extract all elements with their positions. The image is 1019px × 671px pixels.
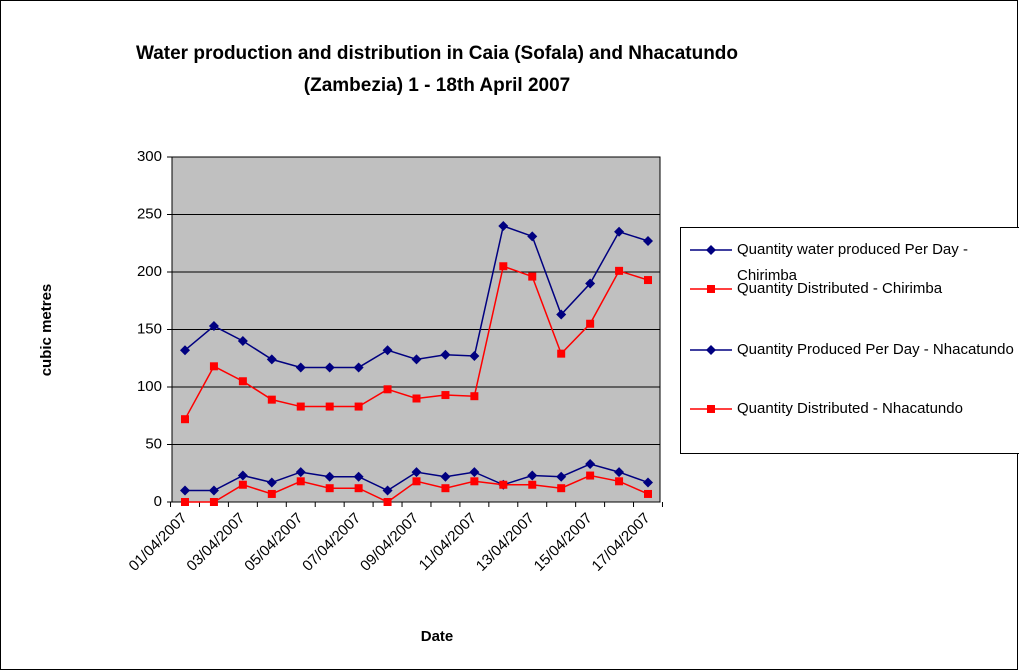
- legend-label: Quantity Distributed - Nhacatundo: [737, 400, 963, 417]
- marker: [528, 480, 537, 489]
- marker: [707, 405, 715, 413]
- marker: [441, 391, 450, 400]
- marker: [528, 272, 537, 281]
- marker: [470, 392, 479, 401]
- marker: [238, 480, 247, 489]
- marker: [181, 498, 189, 506]
- marker: [706, 345, 716, 355]
- marker: [208, 321, 219, 332]
- marker: [353, 471, 364, 482]
- y-tick-label: 50: [145, 435, 162, 452]
- marker: [354, 484, 363, 493]
- marker: [237, 470, 248, 481]
- marker: [440, 471, 451, 482]
- marker: [382, 345, 393, 356]
- marker: [382, 485, 393, 496]
- marker: [470, 477, 479, 486]
- marker: [325, 484, 334, 493]
- marker: [557, 484, 566, 493]
- marker: [527, 231, 538, 242]
- marker: [237, 336, 248, 346]
- marker: [614, 226, 625, 237]
- marker: [266, 354, 277, 365]
- marker: [412, 477, 421, 486]
- marker: [706, 245, 716, 255]
- marker: [441, 484, 450, 493]
- y-tick-label: 100: [137, 378, 162, 395]
- y-axis-title: cubic metres: [38, 284, 55, 377]
- y-tick-label: 150: [137, 320, 162, 337]
- marker: [295, 362, 306, 373]
- marker: [324, 362, 335, 373]
- marker: [644, 276, 652, 285]
- marker: [209, 498, 218, 506]
- marker: [267, 489, 276, 498]
- marker: [296, 477, 305, 486]
- marker: [707, 285, 715, 293]
- marker: [411, 467, 422, 478]
- marker: [354, 402, 363, 411]
- marker: [585, 459, 596, 470]
- marker: [180, 485, 190, 496]
- y-tick-label: 300: [137, 148, 162, 165]
- marker: [644, 489, 652, 498]
- marker: [643, 477, 653, 488]
- marker: [469, 350, 480, 361]
- chart-title: Water production and distribution in Cai…: [135, 43, 739, 96]
- marker: [208, 485, 219, 496]
- marker: [440, 349, 451, 360]
- marker: [181, 415, 189, 424]
- legend-label: Quantity Produced Per Day - Nhacatundo: [737, 341, 1014, 358]
- marker: [325, 402, 334, 411]
- marker: [266, 477, 277, 488]
- marker: [586, 471, 595, 480]
- marker: [295, 467, 306, 478]
- marker: [556, 471, 567, 482]
- marker: [527, 470, 538, 481]
- y-tick-label: 0: [154, 493, 162, 510]
- marker: [585, 278, 596, 289]
- marker: [324, 471, 335, 482]
- marker: [499, 480, 508, 489]
- marker: [353, 362, 364, 373]
- marker: [643, 235, 653, 246]
- legend-box: [680, 227, 1019, 454]
- marker: [383, 385, 392, 394]
- marker: [238, 377, 247, 386]
- marker: [615, 266, 624, 275]
- marker: [556, 309, 567, 320]
- marker: [498, 221, 509, 231]
- legend-label: Quantity Distributed - Chirimba: [737, 280, 943, 297]
- marker: [586, 319, 595, 328]
- marker: [296, 402, 305, 411]
- marker: [614, 467, 625, 478]
- marker: [267, 395, 276, 404]
- marker: [412, 394, 421, 403]
- y-tick-label: 200: [137, 263, 162, 280]
- plot-border: [171, 156, 661, 503]
- marker: [209, 362, 218, 371]
- x-axis-title: Date: [421, 628, 454, 645]
- marker: [557, 349, 566, 358]
- marker: [411, 354, 422, 365]
- marker: [615, 477, 624, 486]
- y-tick-label: 250: [137, 205, 162, 222]
- marker: [469, 467, 480, 478]
- marker: [499, 262, 508, 271]
- marker: [383, 498, 392, 506]
- marker: [180, 345, 190, 356]
- legend-label: Quantity water produced Per Day - Chirim…: [737, 241, 968, 284]
